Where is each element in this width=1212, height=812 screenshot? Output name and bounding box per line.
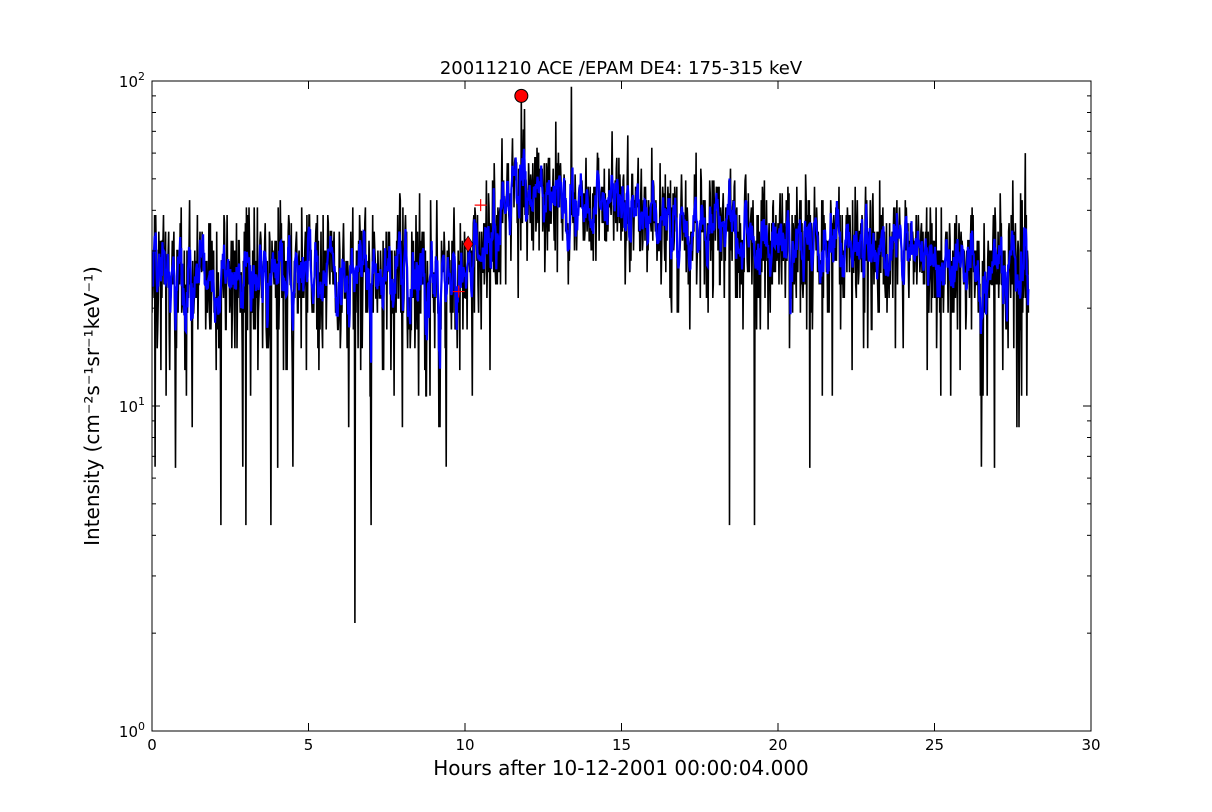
cross-marker	[452, 285, 465, 298]
event-markers	[452, 88, 529, 298]
x-axis-label: Hours after 10-12-2001 00:00:04.000	[433, 756, 809, 780]
x-tick-label: 0	[147, 736, 157, 754]
peak-marker	[514, 88, 529, 103]
x-tick-label: 5	[304, 736, 314, 754]
cross-marker	[474, 199, 487, 212]
x-tick-label: 20	[768, 736, 787, 754]
y-axis-label: Intensity (cm⁻²s⁻¹sr⁻¹keV⁻¹)	[80, 266, 104, 546]
x-tick-label: 30	[1081, 736, 1100, 754]
plot-area	[152, 86, 1030, 624]
onset-marker	[462, 235, 474, 253]
series-line-smoothed	[152, 148, 1030, 369]
chart-title: 20011210 ACE /EPAM DE4: 175-315 keV	[440, 58, 803, 79]
x-tick-label: 25	[925, 736, 944, 754]
x-tick-label: 10	[455, 736, 474, 754]
x-tick-label: 15	[612, 736, 631, 754]
